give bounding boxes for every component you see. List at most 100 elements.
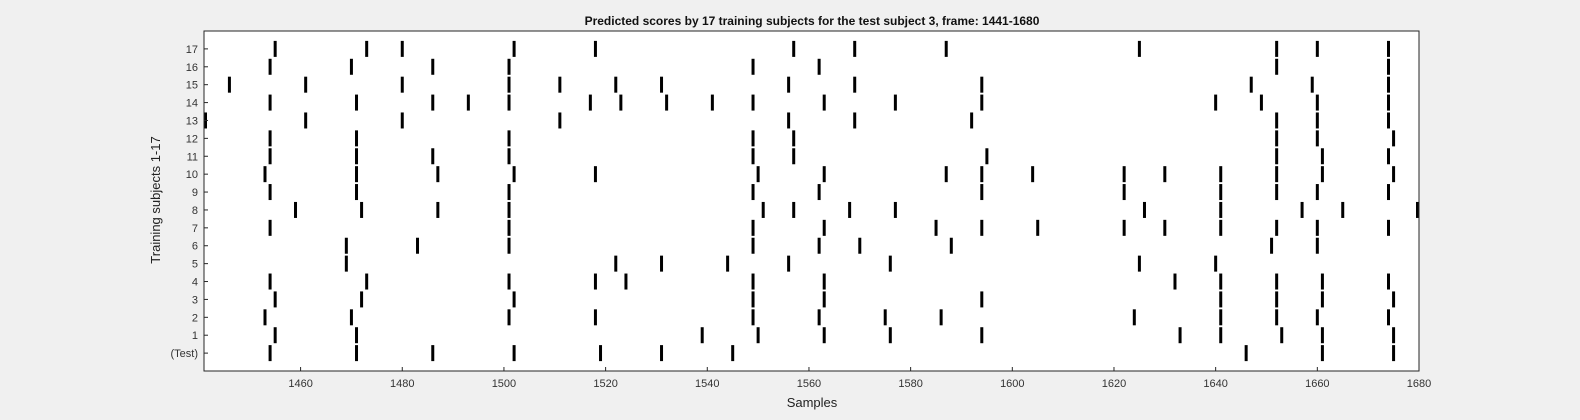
- spike-mark: [304, 112, 308, 129]
- spike-mark: [1320, 166, 1324, 183]
- spike-mark: [787, 255, 791, 272]
- spike-mark: [268, 130, 272, 147]
- spike-mark: [507, 237, 511, 254]
- spike-mark: [980, 76, 984, 93]
- y-tick-label: 9: [192, 187, 198, 199]
- spike-mark: [1219, 327, 1223, 344]
- spike-mark: [436, 166, 440, 183]
- x-tick-label: 1640: [1203, 378, 1227, 390]
- spike-mark: [751, 309, 755, 326]
- spike-mark: [660, 76, 664, 93]
- spike-mark: [660, 345, 664, 362]
- spike-mark: [349, 309, 353, 326]
- spike-mark: [888, 255, 892, 272]
- spike-mark: [1259, 94, 1263, 111]
- spike-mark: [512, 40, 516, 57]
- spike-mark: [756, 327, 760, 344]
- spike-mark: [985, 148, 989, 165]
- spike-mark: [263, 309, 267, 326]
- spike-mark: [507, 309, 511, 326]
- spike-mark: [1122, 184, 1126, 201]
- spike-mark: [349, 58, 353, 75]
- spike-mark: [822, 166, 826, 183]
- y-tick-label: 17: [186, 44, 198, 56]
- spike-mark: [980, 184, 984, 201]
- y-tick-label: 1: [192, 330, 198, 342]
- spike-mark: [1387, 40, 1390, 57]
- spike-mark: [1275, 148, 1279, 165]
- spike-mark: [1275, 130, 1279, 147]
- spike-mark: [431, 345, 435, 362]
- spike-mark: [888, 327, 892, 344]
- spike-mark: [273, 327, 277, 344]
- y-tick-label: 3: [192, 294, 198, 306]
- spike-mark: [1315, 237, 1319, 254]
- spike-mark: [593, 40, 597, 57]
- spike-mark: [751, 219, 755, 236]
- spike-mark: [1219, 166, 1223, 183]
- spike-mark: [751, 148, 755, 165]
- spike-mark: [355, 327, 359, 344]
- spike-mark: [1219, 291, 1223, 308]
- spike-mark: [512, 166, 516, 183]
- spike-mark: [1315, 40, 1319, 57]
- y-tick-label: 11: [187, 151, 198, 163]
- x-axis: 1460 1480 1500 1520 1540 1560 1580 1600 1620 1640…: [288, 367, 1431, 390]
- spike-mark: [1137, 40, 1141, 57]
- spike-mark: [507, 58, 511, 75]
- spike-mark: [853, 76, 857, 93]
- spike-mark: [1315, 112, 1319, 129]
- spike-mark: [848, 201, 852, 218]
- spike-mark: [588, 94, 592, 111]
- spike-mark: [939, 309, 943, 326]
- spike-mark: [365, 40, 369, 57]
- spike-mark: [1315, 219, 1319, 236]
- spike-mark: [1387, 148, 1390, 165]
- spike-mark: [558, 112, 562, 129]
- spike-mark: [1315, 94, 1319, 111]
- spike-mark: [268, 345, 272, 362]
- spike-mark: [614, 255, 618, 272]
- y-tick-label: 7: [192, 223, 198, 235]
- spike-mark: [970, 112, 974, 129]
- spike-mark: [1036, 219, 1040, 236]
- spike-mark: [853, 112, 857, 129]
- y-tick-label: 8: [192, 205, 198, 217]
- spike-mark: [792, 148, 796, 165]
- spike-mark: [1219, 184, 1223, 201]
- spike-mark: [268, 148, 272, 165]
- spike-mark: [400, 76, 404, 93]
- spike-mark: [751, 130, 755, 147]
- spike-mark: [1275, 166, 1279, 183]
- y-tick-label: 16: [186, 62, 198, 74]
- spike-mark: [1275, 58, 1279, 75]
- y-tick-label: 2: [192, 312, 198, 324]
- spike-mark: [817, 184, 821, 201]
- x-tick-label: 1620: [1102, 378, 1126, 390]
- spike-mark: [1320, 345, 1324, 362]
- x-tick-label: 1560: [797, 378, 821, 390]
- spike-mark: [822, 273, 826, 290]
- y-tick-label: 12: [186, 133, 198, 145]
- spike-mark: [1132, 309, 1136, 326]
- spike-mark: [1270, 237, 1274, 254]
- spike-mark: [1387, 309, 1390, 326]
- spike-mark: [1163, 166, 1167, 183]
- spike-mark: [822, 94, 826, 111]
- spike-mark: [710, 94, 714, 111]
- spike-mark: [1173, 273, 1177, 290]
- spike-mark: [593, 273, 597, 290]
- spike-mark: [1163, 219, 1167, 236]
- spike-mark: [355, 184, 359, 201]
- spike-mark: [751, 273, 755, 290]
- spike-mark: [1137, 255, 1141, 272]
- spike-mark: [1219, 201, 1223, 218]
- spike-mark: [355, 94, 359, 111]
- x-tick-label: 1660: [1305, 378, 1329, 390]
- spike-mark: [1219, 309, 1223, 326]
- plot-area: [204, 31, 1419, 371]
- spike-mark: [980, 291, 984, 308]
- spike-mark: [1249, 76, 1253, 93]
- spike-mark: [1320, 291, 1324, 308]
